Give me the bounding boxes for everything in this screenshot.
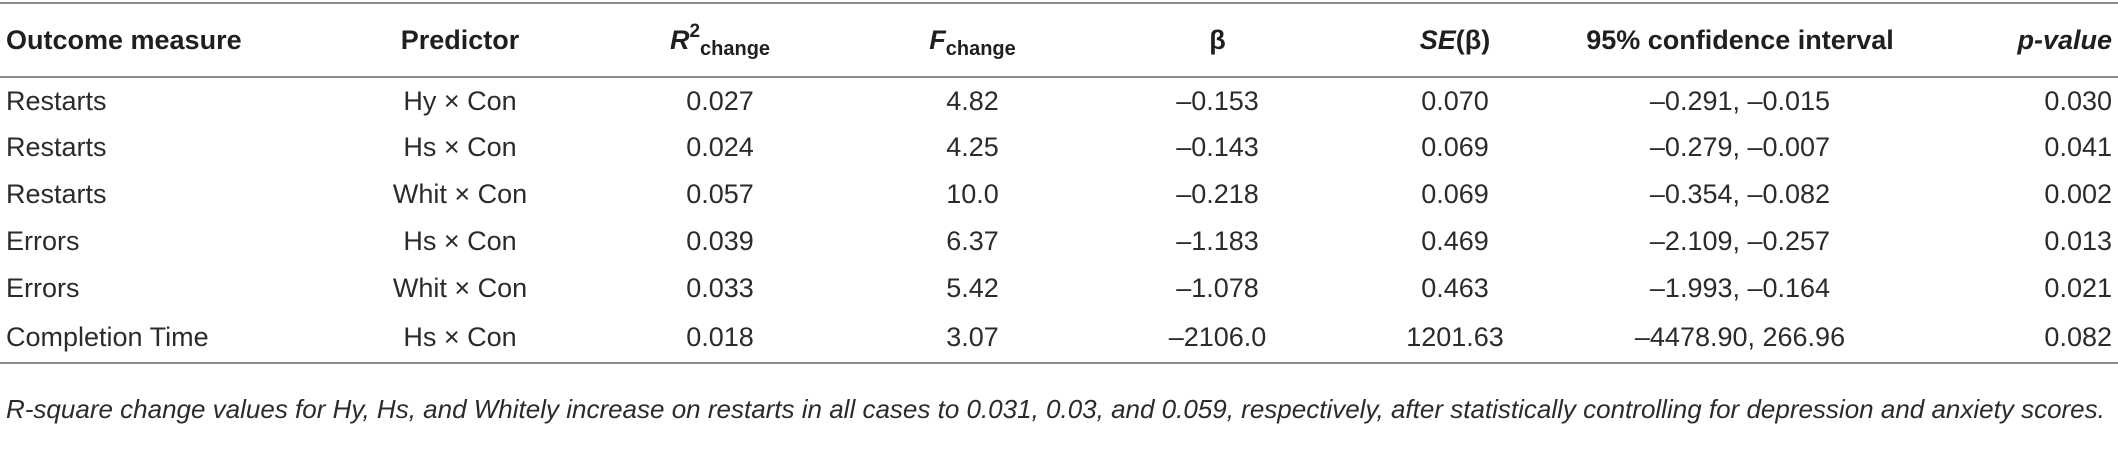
cell-se-beta: 0.469 xyxy=(1421,226,1489,256)
table-row: Completion Time Hs × Con 0.018 3.07 –210… xyxy=(0,312,2118,364)
header-f-change: Fchange xyxy=(850,2,1095,78)
cell-predictor: Whit × Con xyxy=(392,179,528,209)
cell-predictor: Whit × Con xyxy=(392,273,528,303)
cell-se-beta: 0.070 xyxy=(1421,85,1489,116)
cell-confidence-interval: –4478.90, 266.96 xyxy=(1570,312,1910,364)
header-confidence-interval: 95% confidence interval xyxy=(1570,2,1910,78)
cell-confidence-interval: –0.354, –0.082 xyxy=(1649,179,1831,209)
cell-se-beta: 0.069 xyxy=(1421,132,1489,162)
cell-f-change: 6.37 xyxy=(946,226,999,256)
cell-beta: –1.078 xyxy=(1176,273,1259,303)
cell-se-beta: 1201.63 xyxy=(1340,312,1570,364)
r2-symbol: R xyxy=(669,24,690,55)
header-p-value: p-value xyxy=(1910,2,2118,78)
cell-predictor: Hy × Con xyxy=(403,85,517,116)
cell-f-change: 10.0 xyxy=(946,179,999,209)
table-row: Restarts Hy × Con 0.027 4.82 –0.153 0.07… xyxy=(0,77,2118,124)
regression-table: Outcome measure Predictor R2change Fchan… xyxy=(0,2,2118,364)
cell-confidence-interval: –1.993, –0.164 xyxy=(1649,273,1831,303)
cell-se-beta: 0.463 xyxy=(1421,273,1489,303)
table-row: Errors Hs × Con 0.039 6.37 –1.183 0.469 … xyxy=(0,218,2118,265)
r2-superscript: 2 xyxy=(689,20,701,42)
cell-p-value: 0.041 xyxy=(2044,132,2112,162)
cell-confidence-interval: –0.291, –0.015 xyxy=(1649,85,1831,116)
cell-confidence-interval: –0.279, –0.007 xyxy=(1649,132,1831,162)
table-footnote: R-square change values for Hy, Hs, and W… xyxy=(6,394,2105,424)
cell-beta: –0.143 xyxy=(1176,132,1259,162)
cell-beta: –0.218 xyxy=(1176,179,1259,209)
cell-p-value: 0.002 xyxy=(2044,179,2112,209)
cell-outcome: Completion Time xyxy=(0,312,330,364)
table-row: Restarts Whit × Con 0.057 10.0 –0.218 0.… xyxy=(0,171,2118,218)
cell-beta: –2106.0 xyxy=(1095,312,1340,364)
cell-r2-change: 0.024 xyxy=(686,132,754,162)
cell-confidence-interval: –2.109, –0.257 xyxy=(1649,226,1831,256)
cell-f-change: 4.25 xyxy=(946,132,999,162)
cell-p-value: 0.082 xyxy=(1910,312,2118,364)
cell-r2-change: 0.018 xyxy=(590,312,850,364)
cell-se-beta: 0.069 xyxy=(1421,179,1489,209)
cell-r2-change: 0.057 xyxy=(686,179,754,209)
cell-r2-change: 0.027 xyxy=(686,85,754,116)
cell-predictor: Hs × Con xyxy=(403,226,517,256)
header-r2-change: R2change xyxy=(590,2,850,78)
header-row: Outcome measure Predictor R2change Fchan… xyxy=(0,2,2118,78)
se-paren: (β) xyxy=(1455,24,1491,55)
header-outcome-measure: Outcome measure xyxy=(0,2,330,78)
cell-r2-change: 0.033 xyxy=(686,273,754,303)
cell-p-value: 0.030 xyxy=(2044,85,2112,116)
cell-outcome: Errors xyxy=(6,273,80,303)
cell-r2-change: 0.039 xyxy=(686,226,754,256)
cell-outcome: Errors xyxy=(6,226,80,256)
cell-outcome: Restarts xyxy=(6,132,107,162)
cell-p-value: 0.021 xyxy=(2044,273,2112,303)
cell-f-change: 3.07 xyxy=(850,312,1095,364)
f-symbol: F xyxy=(929,24,946,55)
header-se-beta: SE(β) xyxy=(1340,2,1570,78)
cell-outcome: Restarts xyxy=(6,179,107,209)
cell-predictor: Hs × Con xyxy=(330,312,590,364)
header-predictor: Predictor xyxy=(330,2,590,78)
cell-f-change: 5.42 xyxy=(946,273,999,303)
table-row: Restarts Hs × Con 0.024 4.25 –0.143 0.06… xyxy=(0,124,2118,171)
cell-outcome: Restarts xyxy=(6,85,107,116)
cell-f-change: 4.82 xyxy=(946,85,999,116)
r2-subscript: change xyxy=(700,37,771,60)
table-row: Errors Whit × Con 0.033 5.42 –1.078 0.46… xyxy=(0,265,2118,312)
cell-beta: –0.153 xyxy=(1176,85,1259,116)
f-subscript: change xyxy=(945,37,1016,60)
cell-beta: –1.183 xyxy=(1176,226,1259,256)
cell-p-value: 0.013 xyxy=(2044,226,2112,256)
cell-predictor: Hs × Con xyxy=(403,132,517,162)
se-symbol: SE xyxy=(1419,24,1456,55)
header-beta: β xyxy=(1095,2,1340,78)
